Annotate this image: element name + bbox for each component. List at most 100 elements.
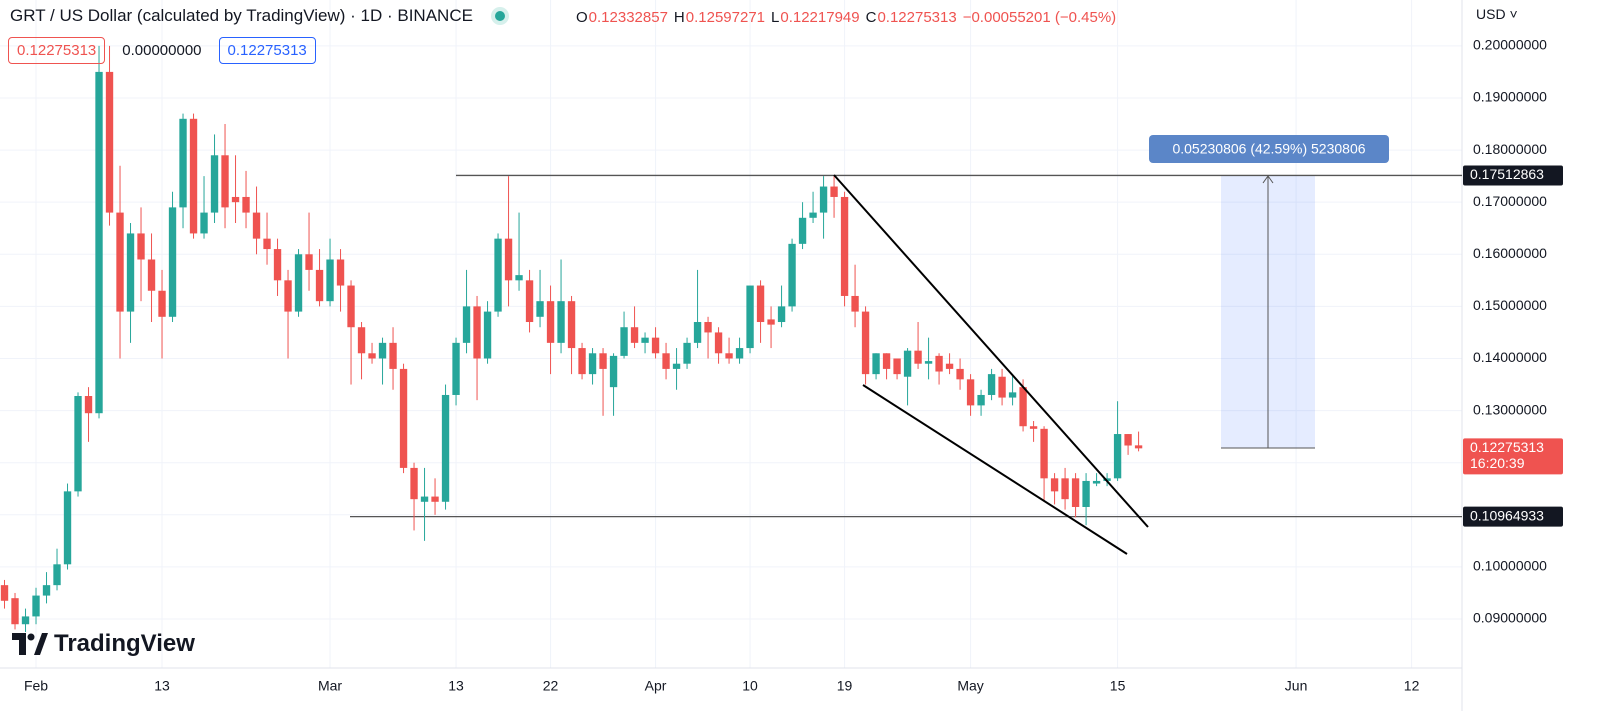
candle-body — [326, 259, 334, 302]
measure-label: 0.05230806 (42.59%) 5230806 — [1172, 141, 1365, 157]
candle-body — [819, 186, 828, 213]
candle-body — [704, 322, 712, 333]
candle-body — [347, 285, 355, 328]
candle-body — [21, 616, 30, 625]
candle-body — [861, 311, 870, 375]
ohlc-item: O0.12332857 — [576, 9, 668, 26]
candle-body — [683, 342, 691, 364]
candle-body — [893, 358, 901, 375]
candle-body — [809, 212, 817, 218]
candle-body — [903, 350, 912, 377]
candle-body — [189, 118, 198, 234]
candle-body — [231, 196, 240, 203]
candle-body — [672, 363, 681, 369]
candle-body — [998, 376, 1006, 398]
x-tick-label: Jun — [1285, 678, 1308, 694]
candle-body — [1124, 434, 1132, 446]
ohlc-key: O — [576, 9, 588, 26]
candle-body — [483, 311, 492, 359]
candle-body — [158, 290, 166, 317]
x-tick-label: 10 — [742, 678, 758, 694]
last-price-tag — [1463, 438, 1563, 475]
candle-body — [840, 196, 849, 296]
price-box: 0.12275313 — [8, 37, 106, 64]
candle-body — [1029, 426, 1038, 429]
candle-body — [315, 269, 324, 302]
candle-body — [1008, 392, 1017, 398]
header: GRT / US Dollar (calculated by TradingVi… — [10, 6, 505, 26]
change: −0.00055201 (−0.45%) — [962, 9, 1117, 26]
candle-body — [263, 238, 271, 250]
y-tick-label: 0.14000000 — [1473, 349, 1547, 365]
candle-body — [630, 327, 639, 343]
candle-body — [851, 295, 859, 312]
currency[interactable]: USD ˅ — [1476, 6, 1518, 22]
ohlc-key: L — [771, 9, 780, 26]
price-box: 0.00000000 — [122, 42, 202, 59]
candle-body — [504, 238, 513, 281]
candle-body — [431, 496, 439, 502]
candle-body — [420, 496, 429, 502]
ohlc-item: C0.12275313 — [866, 9, 957, 26]
candle-body — [1082, 480, 1090, 507]
x-tick-label: 12 — [1404, 678, 1420, 694]
candle-body — [1050, 478, 1059, 492]
candle-body — [0, 585, 9, 601]
candle-body — [515, 275, 523, 281]
candle-body — [935, 355, 943, 372]
candle-body — [273, 249, 282, 281]
x-tick-label: 19 — [837, 678, 853, 694]
candle-body — [200, 212, 208, 234]
candle-body — [578, 348, 586, 375]
ohlc-item: H0.12597271 — [674, 9, 765, 26]
candle-body — [924, 361, 933, 364]
x-tick-label: Mar — [318, 678, 342, 694]
candles — [0, 45, 1143, 633]
candle-body — [557, 301, 565, 343]
candle-body — [126, 233, 135, 312]
ohlc-legend: O0.12332857 H0.12597271 L0.12217949 C0.1227… — [576, 9, 1116, 26]
candle-body — [756, 285, 765, 323]
candle-body — [147, 259, 156, 291]
candle-body — [11, 598, 19, 625]
candle-body — [767, 319, 775, 325]
candle-body — [252, 212, 261, 239]
candle-body — [42, 585, 51, 596]
candle-body — [987, 374, 996, 395]
candle-body — [872, 353, 880, 375]
ohlc-value: 0.12597271 — [685, 9, 766, 26]
y-tick-label: 0.16000000 — [1473, 245, 1547, 261]
candle-body — [798, 217, 807, 244]
y-tick-label: 0.18000000 — [1473, 141, 1547, 157]
x-tick-label: Apr — [645, 678, 667, 694]
candle-body — [336, 259, 345, 286]
candle-body — [567, 301, 576, 349]
y-tick-label: 0.15000000 — [1473, 297, 1547, 313]
candle-body — [137, 233, 145, 260]
currency-label[interactable]: USD — [1476, 6, 1506, 22]
candle-body — [462, 306, 471, 343]
candle-body — [1040, 428, 1048, 479]
candle-body — [945, 363, 954, 369]
price-tag-label: 0.10964933 — [1470, 507, 1544, 523]
candle-body — [588, 353, 597, 375]
price-tag — [1463, 506, 1563, 527]
candle-body — [116, 212, 124, 312]
candle-body — [725, 353, 733, 359]
measure-label-box — [1149, 135, 1389, 163]
candle-body — [956, 368, 964, 380]
candle-body — [32, 595, 40, 617]
candle-body — [662, 353, 670, 369]
candle-body — [735, 348, 744, 359]
candle-body — [1071, 478, 1080, 507]
candle-body — [1113, 434, 1122, 479]
candle-body — [1019, 387, 1027, 427]
candle-body — [494, 238, 502, 312]
candle-body — [714, 332, 723, 354]
last-price-label: 0.12275313 — [1470, 439, 1544, 455]
candle-body — [1134, 445, 1143, 449]
candle-body — [914, 350, 922, 364]
y-tick-label: 0.10000000 — [1473, 558, 1547, 574]
candle-body — [599, 353, 607, 369]
